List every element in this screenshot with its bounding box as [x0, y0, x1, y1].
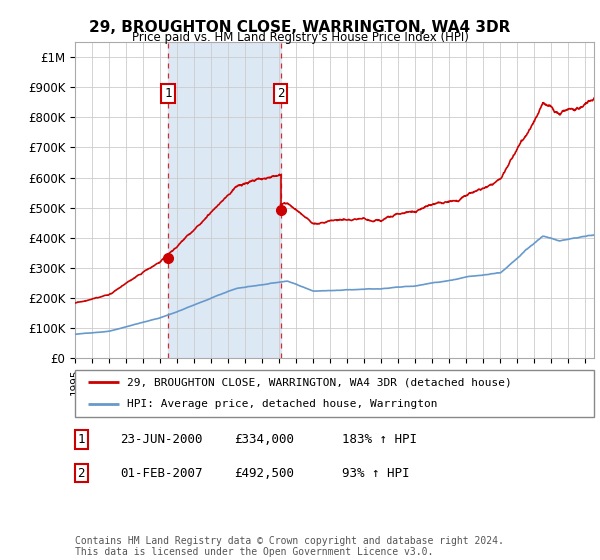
Text: 183% ↑ HPI: 183% ↑ HPI — [342, 433, 417, 446]
Text: 01-FEB-2007: 01-FEB-2007 — [120, 466, 203, 480]
Text: £492,500: £492,500 — [234, 466, 294, 480]
Text: 29, BROUGHTON CLOSE, WARRINGTON, WA4 3DR: 29, BROUGHTON CLOSE, WARRINGTON, WA4 3DR — [89, 20, 511, 35]
Text: 1: 1 — [77, 433, 85, 446]
Text: Price paid vs. HM Land Registry's House Price Index (HPI): Price paid vs. HM Land Registry's House … — [131, 31, 469, 44]
Text: 2: 2 — [277, 87, 284, 100]
Text: 93% ↑ HPI: 93% ↑ HPI — [342, 466, 409, 480]
Text: 23-JUN-2000: 23-JUN-2000 — [120, 433, 203, 446]
Text: 29, BROUGHTON CLOSE, WARRINGTON, WA4 3DR (detached house): 29, BROUGHTON CLOSE, WARRINGTON, WA4 3DR… — [127, 377, 512, 388]
Text: 1: 1 — [164, 87, 172, 100]
Text: 2: 2 — [77, 466, 85, 480]
Text: Contains HM Land Registry data © Crown copyright and database right 2024.
This d: Contains HM Land Registry data © Crown c… — [75, 535, 504, 557]
Bar — [168, 42, 281, 358]
FancyBboxPatch shape — [75, 370, 594, 417]
Text: HPI: Average price, detached house, Warrington: HPI: Average price, detached house, Warr… — [127, 399, 437, 409]
Text: £334,000: £334,000 — [234, 433, 294, 446]
